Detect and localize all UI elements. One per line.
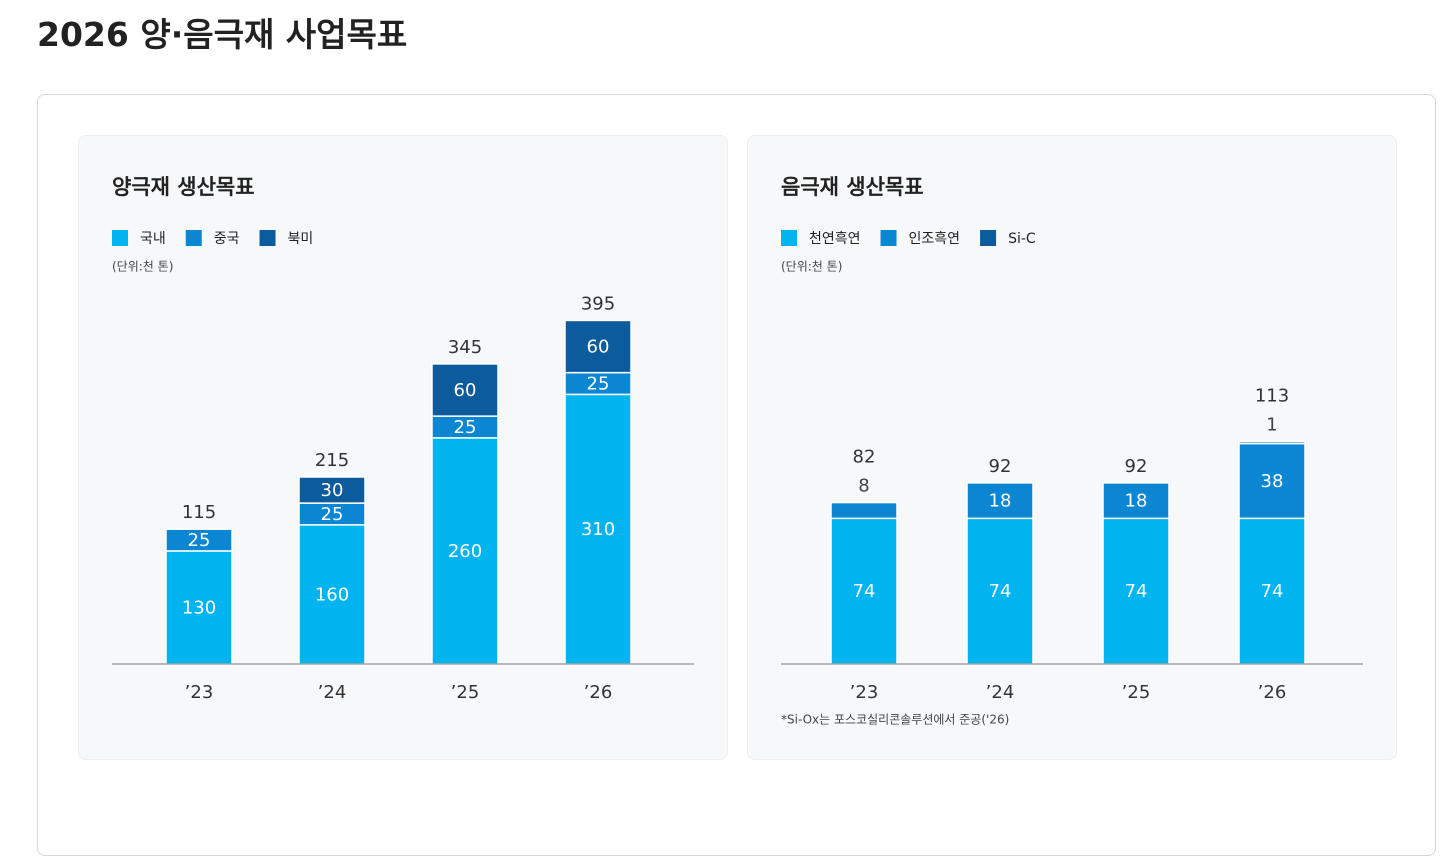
total-label: 395 — [581, 293, 615, 314]
legend-swatch — [259, 230, 276, 246]
legend-swatch — [112, 230, 128, 246]
bar-segment — [564, 319, 632, 374]
chart-title: 양극재 생산목표 — [112, 175, 255, 199]
segment-label: 25 — [188, 530, 211, 551]
total-label: 92 — [989, 456, 1012, 477]
legend-label: 인조흑연 — [909, 230, 961, 247]
total-label: 115 — [182, 502, 216, 523]
total-label: 92 — [1125, 456, 1148, 477]
x-tick-label: ’25 — [1122, 682, 1151, 703]
x-tick-label: ’26 — [584, 682, 613, 703]
bar-segment — [431, 363, 499, 417]
page: {"page_title": "2026 양·음극재 사업목표", "chart… — [37, 15, 1436, 856]
page-title: 2026 양·음극재 사업목표 — [37, 15, 408, 54]
segment-label: 60 — [587, 337, 610, 358]
unit-label: (단위:천 톤) — [781, 259, 842, 274]
legend-swatch — [781, 230, 797, 246]
bar-segment — [830, 517, 898, 665]
bar-segment — [298, 476, 366, 504]
legend-swatch — [880, 230, 897, 246]
x-tick-label: ’26 — [1258, 682, 1287, 703]
x-tick-label: ’24 — [986, 682, 1015, 703]
bar-segment — [1238, 440, 1306, 445]
x-tick-label: ’23 — [185, 682, 214, 703]
card: 양극재 생산목표 국내 중국 북미 (단위:천 톤) ’23 130 25 115’24 160 2… — [37, 94, 1436, 856]
legend-label: 중국 — [214, 231, 240, 247]
segment-label: 74 — [1261, 581, 1284, 602]
x-tick-label: ’24 — [318, 682, 347, 703]
x-tick-label: ’25 — [451, 682, 480, 703]
segment-label: 310 — [581, 519, 615, 540]
segment-label: 74 — [989, 581, 1012, 602]
legend-label: 국내 — [140, 231, 166, 247]
total-label: 82 — [853, 447, 876, 468]
bar-segment — [830, 501, 898, 520]
segment-label: 74 — [1125, 581, 1148, 602]
bar-segment — [966, 517, 1034, 665]
footnote: *Si-Ox는 포스코실리콘솔루션에서 준공('26) — [781, 713, 1009, 727]
legend-label: 북미 — [288, 231, 314, 247]
bar-segment — [165, 550, 233, 665]
unit-label: (단위:천 톤) — [112, 259, 173, 274]
segment-label: 74 — [853, 581, 876, 602]
segment-label: 8 — [858, 476, 869, 497]
chart-title: 음극재 생산목표 — [781, 175, 924, 199]
bar-segment — [165, 528, 233, 552]
legend-swatch — [980, 230, 997, 246]
total-label: 113 — [1255, 386, 1289, 407]
segment-label: 38 — [1261, 471, 1284, 492]
bar-segment — [1238, 442, 1306, 520]
segment-label: 60 — [454, 380, 477, 401]
total-label: 345 — [448, 337, 482, 358]
total-label: 215 — [315, 450, 349, 471]
segment-label: 18 — [989, 491, 1012, 512]
x-tick-label: ’23 — [850, 682, 879, 703]
segment-label: 30 — [321, 480, 344, 501]
bar-segment — [966, 482, 1034, 520]
legend-label: 천연흑연 — [809, 230, 861, 247]
bar-segment — [564, 393, 632, 665]
legend-swatch — [185, 230, 202, 246]
legend-label: Si-C — [1008, 231, 1036, 247]
segment-label: 25 — [587, 374, 610, 395]
segment-label: 25 — [321, 504, 344, 525]
segment-label: 160 — [315, 584, 349, 605]
segment-label: 18 — [1125, 491, 1148, 512]
bar-segment — [1102, 482, 1170, 520]
segment-label: 25 — [454, 417, 477, 438]
bar-segment — [1238, 517, 1306, 665]
segment-label: 260 — [448, 541, 482, 562]
segment-label: 130 — [182, 597, 216, 618]
segment-label: 1 — [1266, 415, 1277, 436]
